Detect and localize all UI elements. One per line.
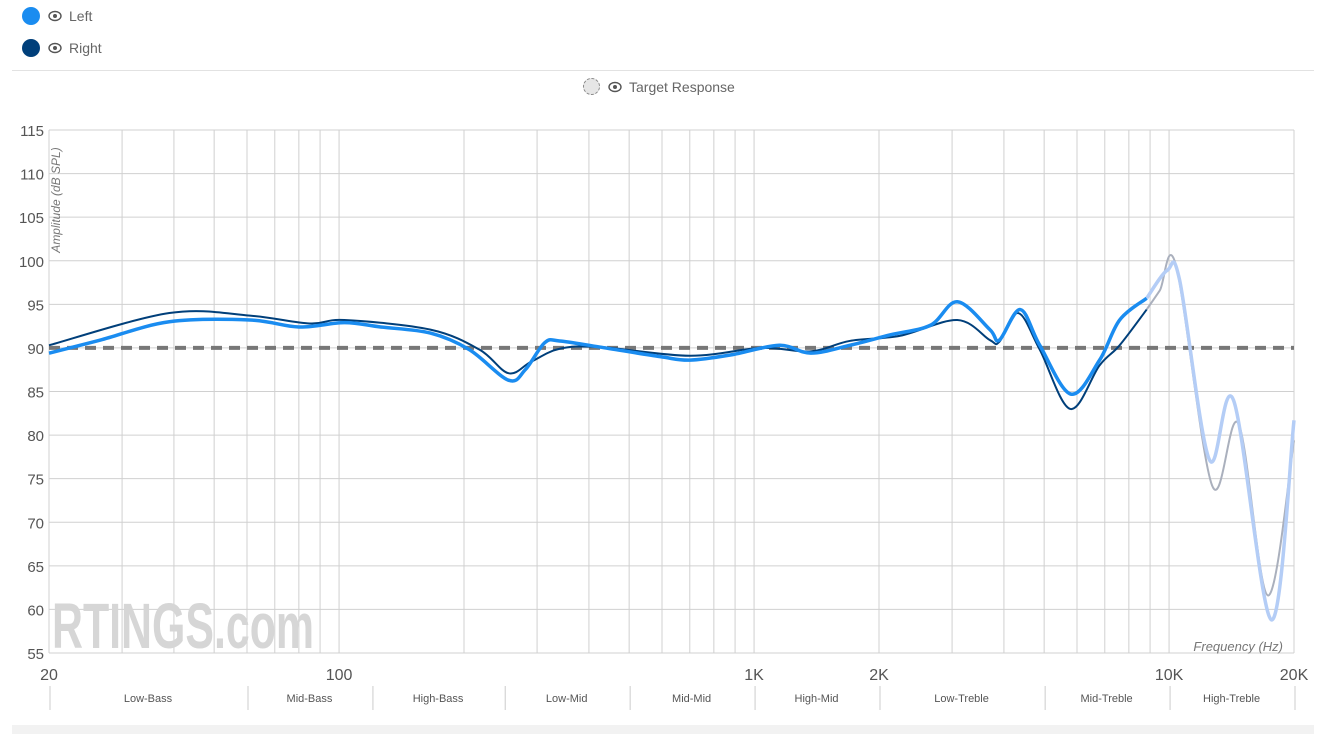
band-label: High-Mid — [795, 693, 839, 705]
watermark: RTINGS.com — [52, 590, 314, 662]
left-color-dot — [22, 7, 40, 25]
eye-icon[interactable] — [48, 9, 62, 23]
y-tick-label: 75 — [27, 472, 44, 489]
series-line-left — [48, 296, 1148, 396]
legend-item-left[interactable]: Left — [22, 7, 92, 25]
band-label: Mid-Treble — [1081, 693, 1133, 705]
y-tick-label: 95 — [27, 297, 44, 314]
band-label: Low-Bass — [124, 693, 173, 705]
y-tick-label: 110 — [20, 167, 44, 184]
x-tick-label: 2K — [869, 667, 889, 684]
series-line-right — [48, 308, 1148, 410]
x-tick-label: 20 — [40, 667, 58, 684]
legend-label-left: Left — [69, 8, 93, 24]
band-label: Mid-Mid — [672, 693, 711, 705]
y-tick-label: 115 — [20, 123, 44, 140]
x-tick-label: 10K — [1155, 667, 1184, 684]
x-tick-label: 1K — [744, 667, 764, 684]
target-color-dot — [583, 78, 600, 95]
y-tick-label: 100 — [19, 254, 44, 271]
series-line-left-extended — [1145, 260, 1296, 622]
band-label: High-Bass — [413, 693, 464, 705]
y-tick-label: 105 — [19, 210, 44, 227]
y-tick-label: 60 — [27, 602, 44, 619]
eye-icon[interactable] — [608, 80, 622, 94]
footer-bar — [12, 725, 1314, 734]
y-tick-label: 90 — [27, 341, 44, 358]
right-color-dot — [22, 39, 40, 57]
band-label: Low-Treble — [934, 693, 989, 705]
y-tick-label: 65 — [27, 559, 44, 576]
legend-divider — [12, 70, 1314, 71]
y-axis-label: Amplitude (dB SPL) — [49, 147, 63, 253]
y-tick-label: 80 — [27, 428, 44, 445]
legend-label-right: Right — [69, 40, 102, 56]
band-label: Mid-Bass — [287, 693, 333, 705]
x-axis-label: Frequency (Hz) — [1193, 639, 1283, 654]
x-tick-label: 20K — [1280, 667, 1309, 684]
legend-item-right[interactable]: Right — [22, 39, 102, 57]
y-tick-label: 70 — [27, 515, 44, 532]
legend-item-target-response[interactable]: Target Response — [583, 78, 735, 95]
band-label: High-Treble — [1203, 693, 1260, 705]
eye-icon[interactable] — [48, 41, 62, 55]
y-tick-label: 85 — [27, 385, 44, 402]
x-tick-label: 100 — [326, 667, 353, 684]
y-tick-label: 55 — [27, 646, 44, 663]
band-label: Low-Mid — [546, 693, 588, 705]
legend-label-target: Target Response — [629, 78, 735, 95]
